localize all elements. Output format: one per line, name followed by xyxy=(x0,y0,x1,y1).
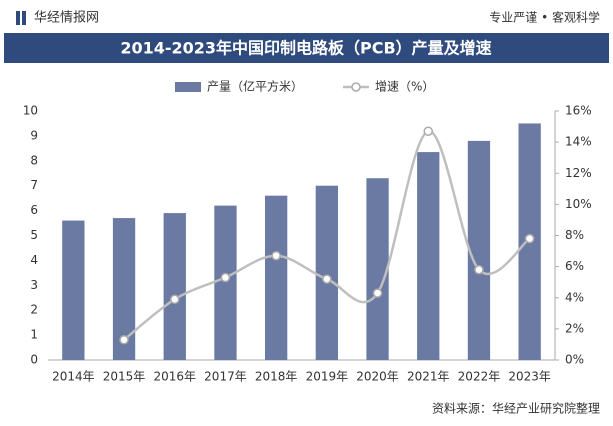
y-tick-label: 4 xyxy=(30,253,38,267)
y-tick-label: 5 xyxy=(30,228,38,242)
logo-mark xyxy=(16,11,20,25)
legend-swatch xyxy=(351,82,361,92)
y-tick-label: 1 xyxy=(30,328,38,342)
y-tick-label: 9 xyxy=(30,128,38,142)
line-marker xyxy=(423,126,433,136)
line-marker xyxy=(322,274,332,284)
x-tick-label: 2017年 xyxy=(204,370,247,384)
x-tick-label: 2016年 xyxy=(153,370,196,384)
bar xyxy=(112,218,136,360)
y2-tick-label: 8% xyxy=(565,228,584,242)
y-tick-label: 2 xyxy=(30,303,38,317)
x-tick-label: 2015年 xyxy=(103,370,146,384)
line-marker xyxy=(372,288,383,298)
line xyxy=(123,129,531,341)
y2-tick-label: 10% xyxy=(565,197,592,211)
line-marker xyxy=(220,272,231,283)
line-marker xyxy=(474,264,484,275)
line-marker xyxy=(524,233,535,244)
source: 资料来源：华经产业研究院整理 xyxy=(432,401,600,416)
y-tick-label: 6 xyxy=(30,203,38,217)
bar xyxy=(62,220,85,360)
y2-tick-label: 16% xyxy=(565,104,592,118)
line-marker xyxy=(170,294,180,305)
y2-tick-label: 0% xyxy=(565,353,584,367)
chart-title: 2014-2023年中国印制电路板（PCB）产量及增速 xyxy=(120,39,491,58)
y-tick-label: 7 xyxy=(30,178,38,192)
x-tick-label: 2020年 xyxy=(356,370,399,384)
x-tick-label: 2014年 xyxy=(52,370,95,384)
line-marker xyxy=(119,335,129,345)
legend-label: 增速（%） xyxy=(375,80,434,94)
bar xyxy=(366,178,389,360)
logo-mark xyxy=(22,11,26,25)
y-tick-label: 3 xyxy=(30,278,38,292)
x-tick-label: 2022年 xyxy=(458,370,501,384)
line-marker xyxy=(271,250,281,261)
x-tick-label: 2018年 xyxy=(255,370,298,384)
y-tick-label: 0 xyxy=(30,353,38,367)
y-tick-label: 10 xyxy=(23,104,38,118)
y2-tick-label: 2% xyxy=(565,321,584,335)
title-bar xyxy=(4,33,609,63)
bar xyxy=(163,213,186,360)
x-tick-label: 2023年 xyxy=(508,370,551,384)
y2-tick-label: 4% xyxy=(565,290,584,304)
legend-swatch xyxy=(175,82,201,92)
bar xyxy=(315,185,339,360)
y2-tick-label: 6% xyxy=(565,259,584,273)
x-tick-label: 2021年 xyxy=(407,370,450,384)
brand: 华经情报网 xyxy=(34,11,99,26)
y2-tick-label: 12% xyxy=(565,166,592,180)
bar xyxy=(264,195,288,360)
legend-label: 产量（亿平方米） xyxy=(207,79,303,94)
bar xyxy=(417,152,440,360)
slogan: 专业严谨 • 客观科学 xyxy=(489,10,600,25)
y-tick-label: 8 xyxy=(30,153,38,167)
bar xyxy=(214,205,237,360)
bar xyxy=(467,140,491,360)
y2-tick-label: 14% xyxy=(565,135,592,149)
x-tick-label: 2019年 xyxy=(306,370,349,384)
